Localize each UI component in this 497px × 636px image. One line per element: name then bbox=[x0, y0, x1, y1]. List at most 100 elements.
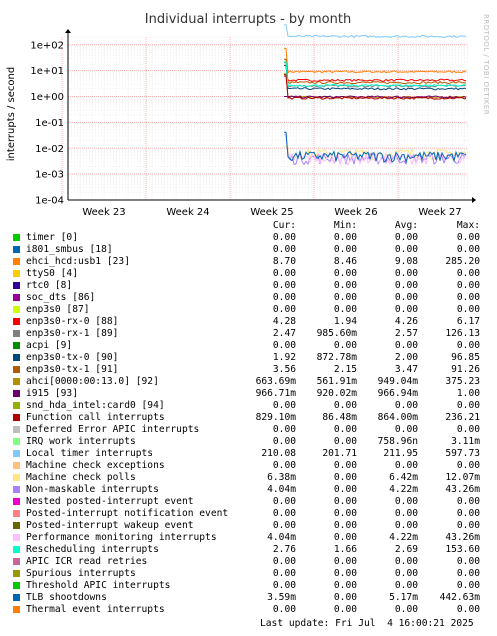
legend-max-value: 43.26m bbox=[445, 532, 480, 543]
legend-name: enp3s0-rx-1 [89] bbox=[26, 328, 119, 339]
legend-avg-value: 0.00 bbox=[394, 568, 418, 579]
legend-avg-value: 864.00m bbox=[377, 412, 418, 423]
legend-item: Rescheduling interrupts 2.76 1.66 2.69 153.6… bbox=[0, 544, 497, 556]
legend-max-value: 0.00 bbox=[456, 424, 480, 435]
legend-name: APIC ICR read retries bbox=[26, 556, 148, 567]
legend-swatch bbox=[13, 594, 20, 601]
legend-name: rtc0 [8] bbox=[26, 280, 73, 291]
legend-min-value: 0.00 bbox=[333, 556, 357, 567]
legend-item: enp3s0-rx-1 [89] 2.47 985.60m 2.57 126.13 bbox=[0, 328, 497, 340]
legend-max-value: 0.00 bbox=[456, 460, 480, 471]
chart: Individual interrupts - by month interru… bbox=[6, 12, 490, 218]
legend-name: enp3s0 [87] bbox=[26, 304, 90, 315]
legend-cur-value: 4.28 bbox=[272, 316, 296, 327]
legend-min-value: 2.15 bbox=[333, 364, 357, 375]
legend-min-value: 0.00 bbox=[333, 424, 357, 435]
legend-min-value: 0.00 bbox=[333, 496, 357, 507]
legend-max-value: 3.11m bbox=[451, 436, 480, 447]
legend-max-value: 0.00 bbox=[456, 508, 480, 519]
legend-item: rtc0 [8] 0.00 0.00 0.00 0.00 bbox=[0, 280, 497, 292]
legend-max-value: 0.00 bbox=[456, 568, 480, 579]
legend-item: IRQ work interrupts 0.00 0.00 758.96n 3.11m bbox=[0, 436, 497, 448]
legend-name: Thermal event interrupts bbox=[26, 604, 165, 615]
legend-swatch bbox=[13, 282, 20, 289]
legend-max-value: 91.26 bbox=[451, 364, 480, 375]
legend-item: ttyS0 [4] 0.00 0.00 0.00 0.00 bbox=[0, 268, 497, 280]
legend-cur-value: 0.00 bbox=[272, 604, 296, 615]
legend-cur-value: 4.04m bbox=[267, 484, 296, 495]
legend-max-value: 0.00 bbox=[456, 520, 480, 531]
legend-avg-value: 5.17m bbox=[389, 592, 418, 603]
legend-swatch bbox=[13, 294, 20, 301]
legend-swatch bbox=[13, 438, 20, 445]
legend-swatch bbox=[13, 546, 20, 553]
legend-avg-value: 758.96n bbox=[377, 436, 418, 447]
y-tick-label: 1e+01 bbox=[30, 66, 64, 77]
series-line bbox=[284, 62, 467, 88]
legend-cur-value: 0.00 bbox=[272, 496, 296, 507]
legend-item: Posted-interrupt notification event 0.00 0… bbox=[0, 508, 497, 520]
legend-min-value: 0.00 bbox=[333, 508, 357, 519]
legend-cur-value: 0.00 bbox=[272, 568, 296, 579]
legend-cur-value: 0.00 bbox=[272, 244, 296, 255]
legend-name: Function call interrupts bbox=[26, 412, 165, 423]
legend-max-value: 236.21 bbox=[445, 412, 480, 423]
legend-cur-value: 0.00 bbox=[272, 520, 296, 531]
legend-cur-value: 8.70 bbox=[272, 256, 296, 267]
legend-max-value: 0.00 bbox=[456, 292, 480, 303]
legend-cur-value: 966.71m bbox=[255, 388, 296, 399]
col-cur-header: Cur: bbox=[272, 220, 296, 231]
legend-swatch bbox=[13, 534, 20, 541]
legend-item: Posted-interrupt wakeup event 0.00 0.00 0.0… bbox=[0, 520, 497, 532]
axes: 1e+02 1e+01 1e+00 1e-01 1e-02 1e-03 1e-04 Week … bbox=[30, 29, 476, 218]
legend-swatch bbox=[13, 234, 20, 241]
legend-item: Thermal event interrupts 0.00 0.00 0.00 0.00 bbox=[0, 604, 497, 616]
legend-swatch bbox=[13, 522, 20, 529]
legend-swatch bbox=[13, 330, 20, 337]
legend-name: TLB shootdowns bbox=[26, 592, 107, 603]
legend-max-value: 442.63m bbox=[439, 592, 480, 603]
legend-item: Machine check exceptions 0.00 0.00 0.00 0.00 bbox=[0, 460, 497, 472]
legend-avg-value: 0.00 bbox=[394, 340, 418, 351]
legend-swatch bbox=[13, 510, 20, 517]
legend-item: APIC ICR read retries 0.00 0.00 0.00 0.00 bbox=[0, 556, 497, 568]
legend-name: Local timer interrupts bbox=[26, 448, 154, 459]
legend-avg-value: 0.00 bbox=[394, 280, 418, 291]
legend-swatch bbox=[13, 354, 20, 361]
legend-max-value: 43.26m bbox=[445, 484, 480, 495]
legend-min-value: 86.48m bbox=[322, 412, 357, 423]
legend-avg-value: 0.00 bbox=[394, 292, 418, 303]
legend: Cur: Min: Avg: Max: timer [0] 0.00 0.00 0.0… bbox=[0, 220, 497, 616]
legend-max-value: 597.73 bbox=[445, 448, 480, 459]
last-update: Last update: Fri Jul 4 16:00:21 2025 bbox=[260, 618, 474, 629]
legend-max-value: 0.00 bbox=[456, 232, 480, 243]
series-line bbox=[284, 74, 467, 100]
series-lines bbox=[284, 24, 467, 166]
legend-name: ehci_hcd:usb1 [23] bbox=[26, 256, 130, 267]
legend-cur-value: 0.00 bbox=[272, 580, 296, 591]
legend-min-value: 0.00 bbox=[333, 268, 357, 279]
legend-item: Performance monitoring interrupts 4.04m 0.… bbox=[0, 532, 497, 544]
legend-name: ahci[0000:00:13.0] [92] bbox=[26, 376, 159, 387]
legend-swatch bbox=[13, 342, 20, 349]
legend-avg-value: 0.00 bbox=[394, 520, 418, 531]
series-line bbox=[284, 61, 467, 88]
legend-avg-value: 0.00 bbox=[394, 556, 418, 567]
legend-avg-value: 211.95 bbox=[383, 448, 418, 459]
legend-name: ttyS0 [4] bbox=[26, 268, 78, 279]
legend-cur-value: 2.47 bbox=[272, 328, 296, 339]
y-axis-arrow bbox=[65, 29, 71, 33]
legend-swatch bbox=[13, 306, 20, 313]
y-axis-label: interrupts / second bbox=[6, 67, 17, 161]
x-tick-label: Week 25 bbox=[250, 207, 293, 218]
legend-max-value: 375.23 bbox=[445, 376, 480, 387]
legend-min-value: 0.00 bbox=[333, 304, 357, 315]
legend-max-value: 1.00 bbox=[456, 388, 480, 399]
series-line bbox=[284, 95, 467, 99]
legend-avg-value: 4.22m bbox=[389, 484, 418, 495]
x-tick-label: Week 27 bbox=[418, 207, 461, 218]
legend-max-value: 126.13 bbox=[445, 328, 480, 339]
legend-item: acpi [9] 0.00 0.00 0.00 0.00 bbox=[0, 340, 497, 352]
legend-name: Threshold APIC interrupts bbox=[26, 580, 171, 591]
legend-cur-value: 1.92 bbox=[272, 352, 296, 363]
